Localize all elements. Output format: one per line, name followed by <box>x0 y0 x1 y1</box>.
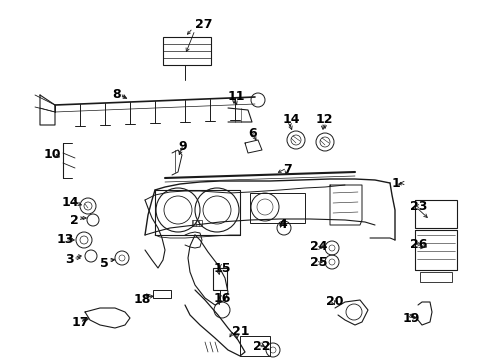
Bar <box>240 336 269 356</box>
Text: 22: 22 <box>252 340 270 353</box>
Bar <box>249 193 305 223</box>
Text: 1: 1 <box>391 177 400 190</box>
Text: 9: 9 <box>178 140 186 153</box>
Text: 8: 8 <box>112 88 121 101</box>
Text: 12: 12 <box>315 113 333 126</box>
Text: 4: 4 <box>278 218 286 231</box>
Text: 11: 11 <box>227 90 245 103</box>
Text: 25: 25 <box>309 256 327 269</box>
Text: 6: 6 <box>247 127 256 140</box>
Text: 5: 5 <box>100 257 108 270</box>
Text: 15: 15 <box>214 262 231 275</box>
Text: 26: 26 <box>409 238 427 251</box>
Text: 21: 21 <box>231 325 249 338</box>
Bar <box>153 290 171 298</box>
Bar <box>192 220 202 226</box>
Text: 27: 27 <box>195 18 212 31</box>
Text: 10: 10 <box>44 148 61 161</box>
Text: 16: 16 <box>214 292 231 305</box>
Text: 20: 20 <box>325 295 343 308</box>
Text: 2: 2 <box>70 214 79 227</box>
Bar <box>213 268 226 290</box>
Bar <box>414 200 456 228</box>
Text: 23: 23 <box>409 200 427 213</box>
Text: 14: 14 <box>62 196 80 209</box>
Bar <box>163 37 210 65</box>
Text: 3: 3 <box>65 253 74 266</box>
Text: 17: 17 <box>72 316 89 329</box>
Text: 7: 7 <box>283 163 291 176</box>
Text: 18: 18 <box>134 293 151 306</box>
Text: 19: 19 <box>402 312 420 325</box>
Text: 24: 24 <box>309 240 327 253</box>
Bar <box>419 272 451 282</box>
Text: 14: 14 <box>283 113 300 126</box>
Text: 13: 13 <box>57 233 74 246</box>
